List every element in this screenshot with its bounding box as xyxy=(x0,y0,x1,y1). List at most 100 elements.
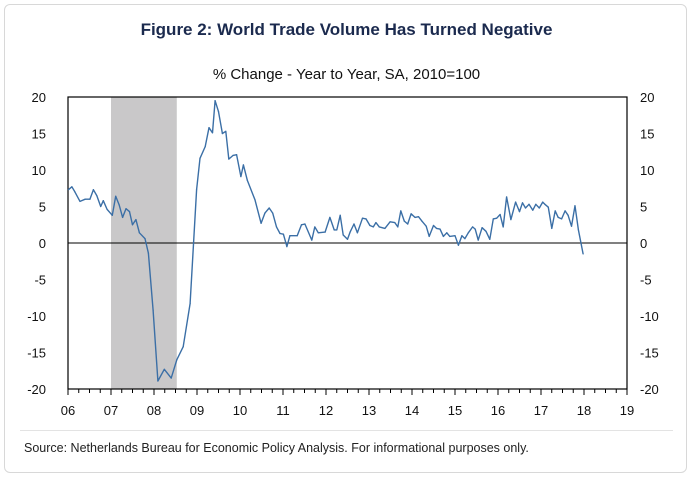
data-point xyxy=(510,219,512,221)
data-point xyxy=(499,213,501,216)
data-point xyxy=(439,228,441,230)
x-tick-label: 09 xyxy=(190,403,204,418)
data-point xyxy=(246,179,248,181)
data-point xyxy=(410,213,412,215)
data-point xyxy=(524,207,527,209)
data-point xyxy=(435,227,438,229)
data-point xyxy=(67,189,70,191)
data-point xyxy=(279,232,281,235)
x-tick-label: 11 xyxy=(276,403,290,418)
data-point xyxy=(481,227,483,229)
x-tick-label: 07 xyxy=(104,403,118,418)
y-tick-label-right: 0 xyxy=(640,236,647,251)
data-point xyxy=(189,302,191,305)
data-point xyxy=(304,223,306,225)
data-point xyxy=(442,235,444,238)
data-point xyxy=(240,175,242,178)
data-point xyxy=(118,204,120,206)
data-point xyxy=(375,221,377,224)
data-point xyxy=(115,195,117,197)
data-point xyxy=(311,239,313,241)
data-point xyxy=(211,132,214,134)
x-tick-label: 15 xyxy=(448,403,462,418)
data-point xyxy=(286,246,288,248)
data-point xyxy=(425,225,427,227)
x-tick-label: 19 xyxy=(620,403,634,418)
data-point xyxy=(106,208,108,211)
y-tick-label-right: 20 xyxy=(640,90,654,105)
data-point xyxy=(102,200,104,202)
data-point xyxy=(195,189,198,191)
data-point xyxy=(131,224,134,226)
x-tick-label: 12 xyxy=(319,403,333,418)
data-point xyxy=(235,154,238,156)
data-point xyxy=(356,232,358,234)
data-point xyxy=(111,214,113,216)
x-tick-label: 10 xyxy=(233,403,247,418)
x-tick-label: 16 xyxy=(491,403,505,418)
data-point xyxy=(384,227,386,229)
data-point xyxy=(242,164,245,166)
data-point xyxy=(282,233,285,235)
data-point xyxy=(454,235,456,237)
y-tick-label-left: -10 xyxy=(27,309,46,324)
data-point xyxy=(333,229,335,231)
chart-frame xyxy=(4,4,687,473)
data-point xyxy=(275,226,278,228)
data-point xyxy=(268,207,270,209)
data-point xyxy=(528,203,530,205)
data-point xyxy=(147,252,150,254)
data-point xyxy=(547,206,549,208)
data-point xyxy=(74,191,76,193)
data-point xyxy=(538,207,540,209)
data-point xyxy=(135,219,137,221)
data-point xyxy=(138,232,140,234)
data-point xyxy=(122,216,124,219)
data-point xyxy=(428,235,430,238)
y-tick-label-right: -10 xyxy=(640,309,659,324)
data-point xyxy=(496,217,498,219)
data-point xyxy=(296,235,298,237)
data-point xyxy=(225,130,227,132)
data-point xyxy=(170,377,172,379)
data-point xyxy=(152,309,154,311)
data-point xyxy=(79,200,81,202)
source-note: Source: Netherlands Bureau for Economic … xyxy=(24,441,529,455)
data-point xyxy=(535,203,537,205)
data-point xyxy=(199,157,201,159)
y-tick-label-left: 10 xyxy=(32,163,46,178)
data-point xyxy=(400,210,402,212)
data-point xyxy=(489,238,491,240)
y-tick-label-right: -5 xyxy=(640,273,652,288)
data-point xyxy=(485,230,487,232)
y-tick-label-right: 10 xyxy=(640,163,654,178)
data-point xyxy=(414,216,416,219)
data-point xyxy=(521,202,524,204)
data-point xyxy=(570,225,573,227)
data-point xyxy=(577,229,580,231)
data-point xyxy=(260,222,262,224)
data-point xyxy=(349,231,351,233)
data-point xyxy=(125,208,127,210)
data-point xyxy=(467,232,469,234)
data-point xyxy=(574,205,576,207)
data-point xyxy=(532,209,534,211)
data-point xyxy=(515,201,517,203)
data-point xyxy=(557,216,559,219)
data-point xyxy=(397,226,399,228)
data-point xyxy=(232,154,234,156)
data-point xyxy=(336,229,338,231)
data-point xyxy=(254,199,256,201)
data-point xyxy=(369,224,371,227)
data-point xyxy=(561,218,563,220)
y-tick-label-left: 5 xyxy=(39,200,46,215)
data-point xyxy=(551,227,553,229)
data-point xyxy=(217,111,220,113)
data-point xyxy=(394,221,396,224)
data-point xyxy=(353,223,355,225)
data-point xyxy=(163,368,165,370)
data-point xyxy=(221,132,223,135)
data-point xyxy=(421,220,423,222)
data-point xyxy=(472,226,474,228)
